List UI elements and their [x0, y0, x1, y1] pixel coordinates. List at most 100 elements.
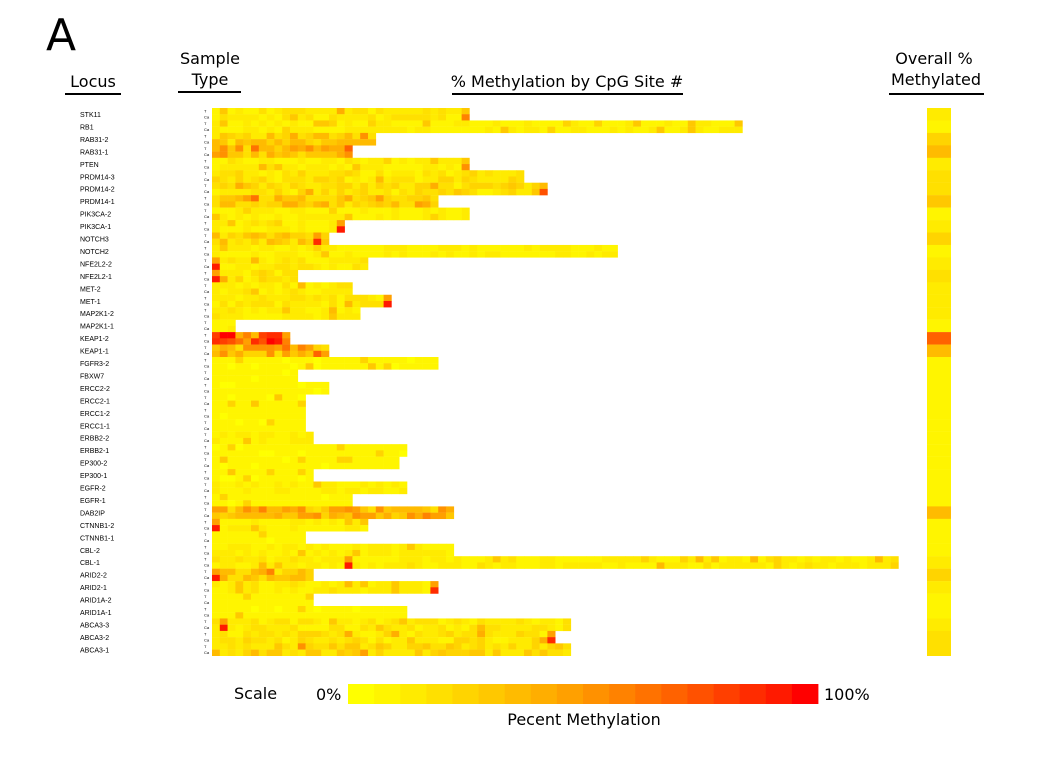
heatmap-cell: [531, 182, 540, 190]
heatmap-cell: [266, 549, 275, 557]
heatmap-cell: [313, 493, 322, 501]
heatmap-cell: [375, 581, 384, 588]
heatmap-cell: [859, 562, 868, 569]
heatmap-cell: [266, 512, 275, 520]
heatmap-cell: [453, 126, 462, 134]
heatmap-cell: [773, 556, 782, 563]
heatmap-cell: [375, 108, 384, 115]
heatmap-cell: [305, 506, 314, 513]
overall-cell: [927, 132, 951, 146]
heatmap-cell: [282, 556, 291, 563]
heatmap-cell: [329, 132, 338, 140]
heatmap-cell: [258, 413, 267, 420]
heatmap-cell: [219, 649, 228, 656]
heatmap-cell: [212, 630, 221, 638]
sample-type-label: T: [204, 133, 207, 138]
heatmap-cell: [336, 456, 345, 464]
heatmap-cell: [524, 182, 533, 190]
heatmap-cell: [360, 357, 369, 364]
heatmap-cell: [399, 363, 408, 370]
heatmap-cell: [258, 195, 267, 202]
heatmap-cell: [251, 469, 260, 476]
heatmap-cell: [227, 593, 236, 600]
heatmap-cell: [290, 238, 299, 246]
heatmap-cell: [368, 606, 377, 613]
heatmap-cell: [290, 251, 299, 258]
heatmap-cell: [274, 587, 283, 594]
heatmap-cell: [321, 176, 330, 183]
heatmap-cell: [368, 120, 377, 127]
heatmap-cell: [243, 132, 252, 140]
heatmap-cell: [407, 637, 416, 644]
heatmap-cell: [305, 444, 314, 451]
heatmap-cell: [414, 207, 423, 215]
heatmap-cell: [243, 381, 252, 389]
heatmap-cell: [446, 649, 455, 656]
heatmap-cell: [664, 120, 673, 127]
heatmap-cell: [321, 487, 330, 495]
heatmap-cell: [274, 481, 283, 488]
scale-color-bar: [348, 684, 819, 704]
heatmap-cell: [336, 139, 345, 146]
heatmap-cell: [235, 469, 244, 476]
heatmap-cell: [227, 157, 236, 165]
heatmap-cell: [360, 444, 369, 451]
heatmap-cell: [227, 649, 236, 656]
heatmap-cell: [212, 493, 221, 501]
heatmap-cell: [375, 456, 384, 464]
heatmap-cell: [266, 357, 275, 364]
heatmap-cell: [321, 126, 330, 134]
heatmap-cell: [360, 549, 369, 557]
heatmap-cell: [290, 425, 299, 432]
heatmap-cell: [321, 549, 330, 557]
heatmap-cell: [321, 637, 330, 644]
heatmap-cell: [555, 120, 564, 127]
heatmap-cell: [399, 114, 408, 121]
heatmap-cell: [602, 562, 611, 569]
heatmap-cell: [251, 182, 260, 190]
locus-label-group: STK11RB1RAB31-2RAB31-1PTENPRDM14-3PRDM14…: [80, 112, 115, 654]
heatmap-cell: [477, 618, 486, 625]
heatmap-cell: [243, 525, 252, 532]
heatmap-cell: [313, 108, 322, 115]
heatmap-cell: [297, 487, 306, 495]
heatmap-cell: [219, 425, 228, 432]
heatmap-cell: [368, 549, 377, 557]
heatmap-cell: [446, 176, 455, 183]
heatmap-cell: [422, 251, 431, 258]
heatmap-cell: [859, 556, 868, 563]
heatmap-cell: [336, 512, 345, 520]
heatmap-cell: [297, 500, 306, 507]
heatmap-cell: [305, 381, 314, 389]
heatmap-cell: [297, 506, 306, 513]
heatmap-cell: [609, 126, 618, 134]
heatmap-cell: [266, 282, 275, 289]
heatmap-cell: [282, 450, 291, 457]
heatmap-cell: [235, 450, 244, 457]
heatmap-cell: [212, 388, 221, 395]
heatmap-cell: [563, 244, 572, 252]
heatmap-cell: [321, 195, 330, 202]
heatmap-cell: [890, 562, 899, 569]
heatmap-cell: [344, 549, 353, 557]
heatmap-cell: [282, 637, 291, 644]
heatmap-cell: [235, 599, 244, 607]
heatmap-cell: [290, 481, 299, 488]
heatmap-cell: [212, 357, 221, 364]
heatmap-cell: [212, 375, 221, 383]
heatmap-cell: [219, 630, 228, 638]
heatmap-cell: [399, 450, 408, 457]
heatmap-cell: [290, 525, 299, 532]
heatmap-cell: [219, 525, 228, 532]
heatmap-cell: [235, 313, 244, 320]
heatmap-cell: [360, 132, 369, 140]
heatmap-cell: [430, 157, 439, 165]
heatmap-cell: [352, 108, 361, 115]
heatmap-cell: [453, 164, 462, 171]
heatmap-cell: [282, 157, 291, 165]
heatmap-cell: [251, 649, 260, 656]
heatmap-cell: [219, 276, 228, 283]
heatmap-cell: [297, 313, 306, 320]
heatmap-cell: [251, 108, 260, 115]
heatmap-cell: [297, 543, 306, 551]
